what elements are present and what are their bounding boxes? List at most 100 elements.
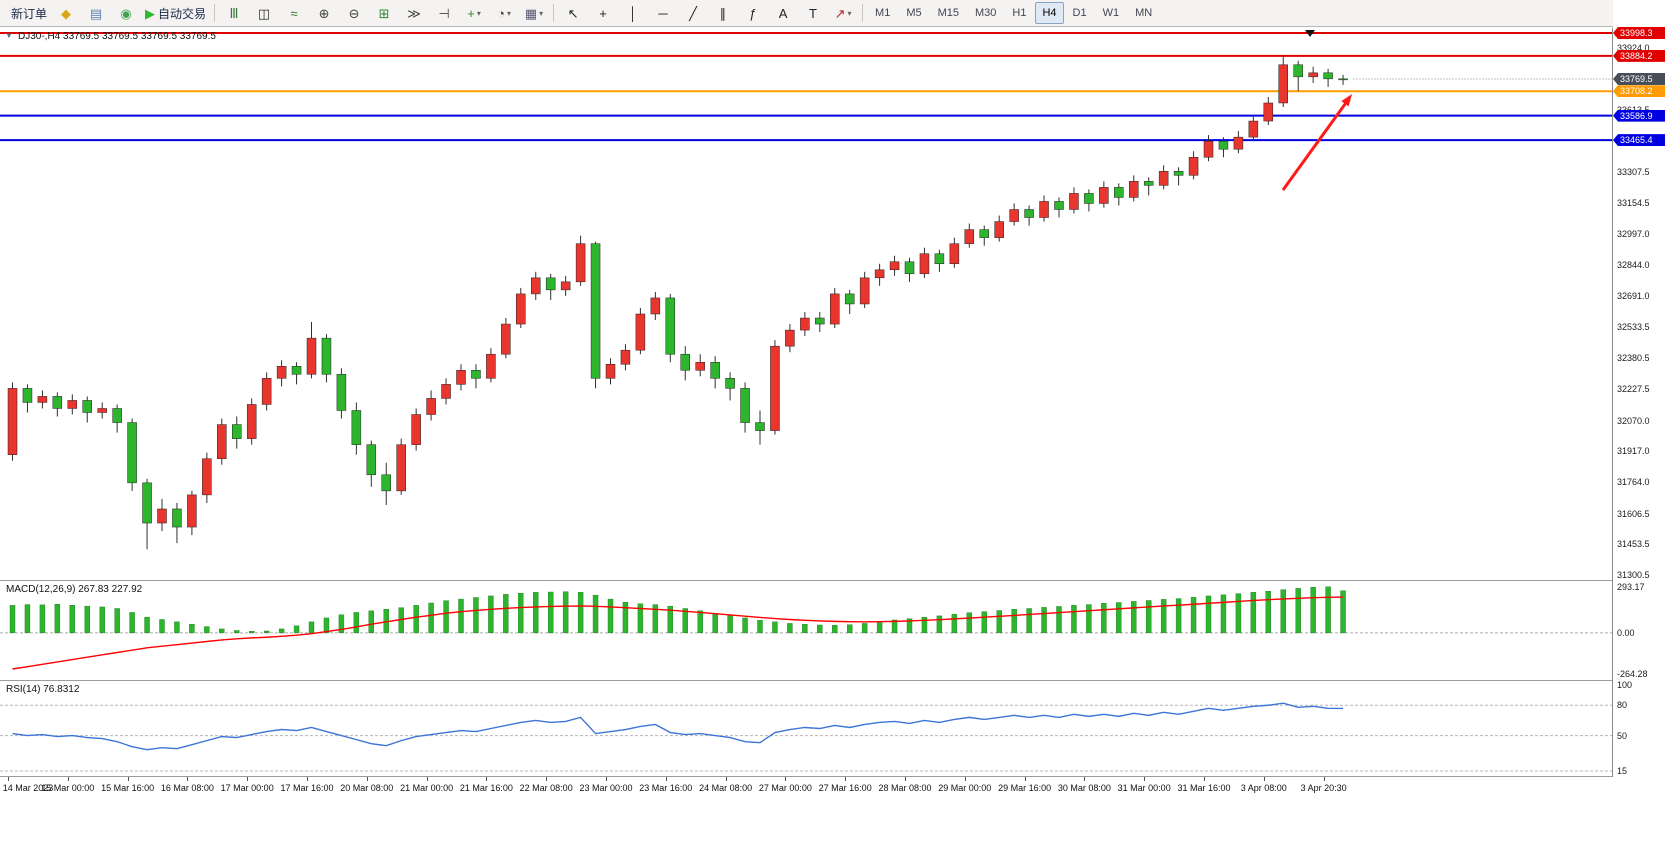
annotation-arrow[interactable] — [1281, 99, 1350, 191]
panel-separator[interactable] — [0, 580, 1665, 581]
timeframe-button-m15[interactable]: M15 — [937, 7, 959, 19]
market-watch-icon-button[interactable]: ▤ — [81, 1, 111, 25]
auto-scroll-button[interactable]: ≫ — [399, 1, 429, 25]
macd-histogram-bar — [936, 615, 943, 634]
navigator-icon-icon: ◉ — [120, 5, 132, 21]
bear-candle — [1054, 201, 1064, 210]
price-level-badge: 33586.9 — [1613, 109, 1665, 122]
rsi-axis-label: 100 — [1617, 680, 1633, 691]
time-axis-label: 14 Mar 2023 — [2, 783, 54, 793]
price-axis-label: 33154.5 — [1617, 197, 1650, 208]
timeframe-button-h4[interactable]: H4 — [1035, 2, 1064, 24]
macd-histogram-bar — [1011, 609, 1017, 634]
macd-axis-label: -264.28 — [1617, 669, 1648, 680]
fibonacci-icon: ƒ — [749, 5, 757, 21]
text-label-button[interactable]: T — [798, 1, 828, 25]
tick-chart-icon-button[interactable]: ◆ — [51, 1, 81, 25]
vertical-line-button[interactable]: │ — [618, 1, 648, 25]
crosshair-button[interactable]: + — [588, 1, 618, 25]
macd-histogram-bar — [906, 618, 913, 634]
macd-histogram-bar — [966, 612, 972, 634]
fibonacci-button[interactable]: ƒ — [738, 1, 768, 25]
zoom-out-button[interactable]: ⊖ — [339, 1, 369, 25]
macd-histogram-bar — [1190, 597, 1197, 634]
macd-histogram-bar — [248, 631, 255, 634]
macd-histogram-bar — [1280, 589, 1286, 634]
timeframe-button-h1[interactable]: H1 — [1012, 7, 1027, 19]
templates-button[interactable]: ▦ ▾ — [519, 1, 549, 25]
timeframe-button-m1[interactable]: M1 — [875, 7, 891, 19]
chart-shift-button[interactable]: ⊣ — [429, 1, 459, 25]
time-axis-tick — [426, 777, 428, 781]
indicators-icon: + — [467, 5, 475, 21]
arrows-button[interactable]: ↗ ▾ — [828, 1, 858, 25]
time-axis-tick — [905, 777, 906, 781]
bull-candle — [1203, 140, 1214, 158]
time-axis-tick — [67, 777, 69, 781]
bull-candle — [97, 408, 107, 413]
bull-candle — [620, 349, 631, 365]
bull-candle — [37, 396, 48, 403]
macd-histogram-bar — [697, 610, 703, 634]
text-label-icon: T — [809, 5, 817, 21]
text-button[interactable]: A — [768, 1, 798, 25]
price-scale[interactable]: 33924.033613.533307.533154.532997.032844… — [1613, 0, 1665, 800]
time-axis-tick — [307, 777, 308, 781]
bull-candle — [441, 384, 451, 399]
timeframe-button-w1[interactable]: W1 — [1102, 7, 1120, 19]
horizontal-line-button[interactable]: ─ — [648, 1, 678, 25]
price-axis-label: 31453.5 — [1617, 539, 1650, 550]
tile-windows-button[interactable]: ⊞ — [369, 1, 399, 25]
periods-button[interactable]: ◔ ▾ — [489, 1, 519, 25]
macd-histogram-bar — [592, 594, 599, 634]
macd-histogram-bar — [787, 623, 793, 634]
bar-chart-button[interactable]: Ⅲ — [219, 1, 249, 25]
new-order-button[interactable]: 新订单 — [4, 1, 51, 25]
macd-histogram-bar — [219, 628, 225, 634]
time-axis-label: 29 Mar 00:00 — [938, 783, 992, 793]
macd-histogram-bar — [1041, 607, 1047, 634]
line-chart-button[interactable]: ≈ — [279, 1, 309, 25]
price-axis-label: 31764.0 — [1617, 477, 1650, 488]
bull-candle — [1308, 72, 1318, 78]
candlestick-chart-button[interactable]: ◫ — [249, 1, 279, 25]
price-chart-canvas[interactable] — [0, 28, 1613, 580]
current-bar-marker-icon — [1305, 30, 1315, 37]
time-axis-tick — [546, 777, 548, 781]
indicators-button[interactable]: + ▾ — [459, 1, 489, 25]
channel-icon: ∥ — [719, 5, 727, 21]
bull-candle — [560, 281, 571, 291]
cursor-button[interactable]: ↖ — [558, 1, 588, 25]
macd-histogram-bar — [278, 628, 285, 634]
autotrading-icon: ▶ — [145, 5, 156, 21]
bear-candle — [127, 422, 137, 484]
trendline-button[interactable]: ╱ — [678, 1, 708, 25]
text-icon: A — [778, 5, 788, 21]
macd-histogram-bar — [204, 626, 210, 634]
macd-histogram-bar — [876, 621, 883, 634]
channel-button[interactable]: ∥ — [708, 1, 738, 25]
time-axis-label: 15 Mar 00:00 — [41, 783, 95, 793]
timeframe-button-mn[interactable]: MN — [1135, 7, 1153, 19]
macd-histogram-bar — [1026, 608, 1032, 634]
rsi-axis-label: 50 — [1617, 730, 1628, 741]
macd-axis-label: 0.00 — [1617, 627, 1635, 638]
bull-candle — [1263, 102, 1274, 122]
new-order-button-label: 新订单 — [11, 6, 48, 21]
timeframe-button-m30[interactable]: M30 — [975, 7, 997, 19]
tile-windows-icon: ⊞ — [378, 5, 390, 21]
one-click-panel-toggle-icon[interactable]: ▼ — [5, 31, 13, 40]
macd-panel-canvas[interactable] — [0, 581, 1613, 680]
autotrading-button[interactable]: ▶ 自动交易 — [141, 1, 210, 25]
zoom-in-button[interactable]: ⊕ — [309, 1, 339, 25]
price-scale-divider — [1612, 28, 1613, 777]
chevron-down-icon: ▾ — [506, 8, 511, 18]
bear-candle — [142, 482, 152, 524]
rsi-panel-canvas[interactable] — [0, 681, 1613, 776]
bear-candle — [815, 317, 825, 325]
navigator-icon-button[interactable]: ◉ — [111, 1, 141, 25]
timeframe-button-d1[interactable]: D1 — [1072, 7, 1087, 19]
panel-separator[interactable] — [0, 680, 1665, 681]
timeframe-button-m5[interactable]: M5 — [906, 7, 922, 19]
time-axis[interactable]: 14 Mar 2023 15 Mar 00:00 15 Mar 16:00 16 Ma… — [0, 777, 1613, 799]
